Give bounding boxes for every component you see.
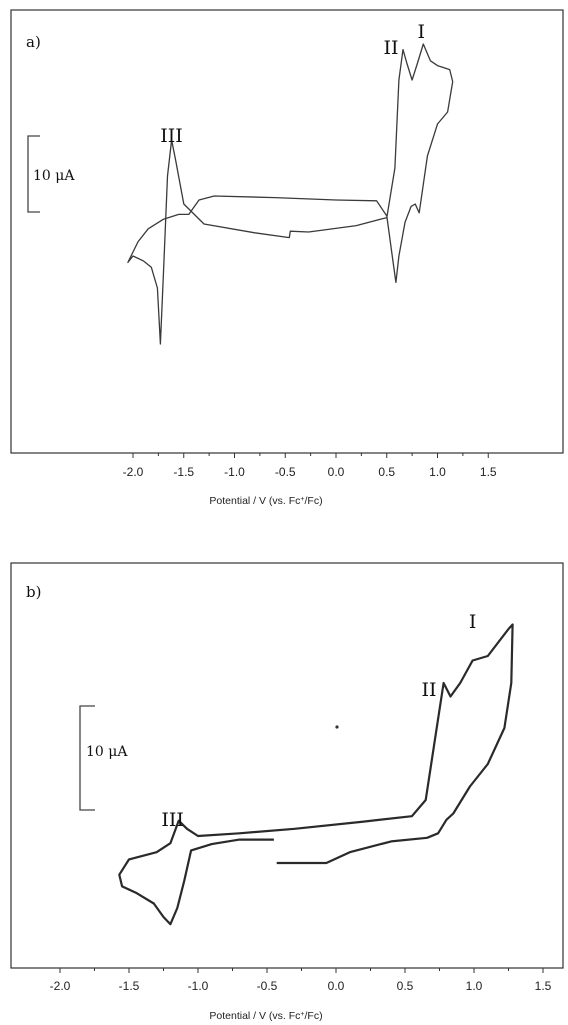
x-tick-label-a-5: 0.5 (378, 465, 395, 479)
x-axis-title-sup-a: + (300, 496, 304, 503)
panel-b: b) 10 μA -2.0 -1.5 -1.0 -0.5 0.0 0.5 1.0 1.5 II… (10, 562, 564, 1022)
x-tick-label-a-0: -2.0 (123, 465, 144, 479)
cv-curve-a (127, 43, 454, 345)
peak-label-a-i: I (418, 21, 426, 43)
scale-bar-label-a: 10 μA (33, 168, 75, 184)
x-tick-label-a-2: -1.0 (224, 465, 245, 479)
x-axis-title-ref-b: vs. Fc (272, 1010, 300, 1022)
peak-label-b-iii: III (161, 809, 184, 831)
x-tick-label-b-2: -1.0 (188, 979, 209, 993)
x-tick-label-b-7: 1.5 (535, 979, 552, 993)
x-tick-label-b-1: -1.5 (119, 979, 140, 993)
peak-label-a-ii: II (383, 37, 398, 59)
x-axis-b: -2.0 -1.5 -1.0 -0.5 0.0 0.5 1.0 1.5 (50, 968, 552, 993)
scale-bar-bracket-b (79, 705, 95, 811)
x-axis-title-tail-b: /Fc) (305, 1010, 323, 1022)
x-axis-title-main-b: Potential / V ( (209, 1010, 273, 1022)
x-tick-label-b-6: 1.0 (466, 979, 483, 993)
x-tick-label-a-3: -0.5 (275, 465, 296, 479)
x-axis-title-ref-a: vs. Fc (272, 495, 300, 507)
panel-label-b: b) (26, 583, 41, 601)
x-tick-label-b-4: 0.0 (328, 979, 345, 993)
x-tick-label-a-7: 1.5 (480, 465, 497, 479)
scale-bar-b: 10 μA (79, 705, 128, 811)
x-tick-label-a-4: 0.0 (328, 465, 345, 479)
scale-bar-label-b: 10 μA (86, 744, 128, 760)
x-tick-label-b-0: -2.0 (50, 979, 71, 993)
scale-bar-bracket-a (27, 135, 40, 213)
plot-frame-a (10, 9, 564, 454)
x-axis-title-b: Potential / V (vs. Fc+/Fc) (209, 1010, 322, 1022)
x-axis-title-sup-b: + (300, 1011, 304, 1018)
scale-bar-a: 10 μA (27, 135, 75, 213)
panel-label-a: a) (26, 33, 41, 51)
peak-label-b-ii: II (422, 679, 437, 701)
plot-frame-b (10, 562, 564, 969)
x-tick-label-b-5: 0.5 (397, 979, 414, 993)
x-axis-title-main-a: Potential / V ( (209, 495, 273, 507)
x-tick-label-a-1: -1.5 (173, 465, 194, 479)
panel-a: a) 10 μA -2.0 -1.5 -1.0 -0.5 0.0 0.5 1.0 1.5 II… (10, 9, 564, 507)
x-axis-title-tail-a: /Fc) (305, 495, 323, 507)
x-tick-label-a-6: 1.0 (429, 465, 446, 479)
x-tick-label-b-3: -0.5 (257, 979, 278, 993)
cv-curve-b (118, 623, 514, 926)
x-axis-title-a: Potential / V (vs. Fc+/Fc) (209, 495, 322, 507)
stray-dot-b (335, 725, 339, 729)
peak-label-b-i: I (469, 611, 477, 633)
x-axis-a: -2.0 -1.5 -1.0 -0.5 0.0 0.5 1.0 1.5 (123, 453, 497, 479)
peak-label-a-iii: III (160, 125, 183, 147)
